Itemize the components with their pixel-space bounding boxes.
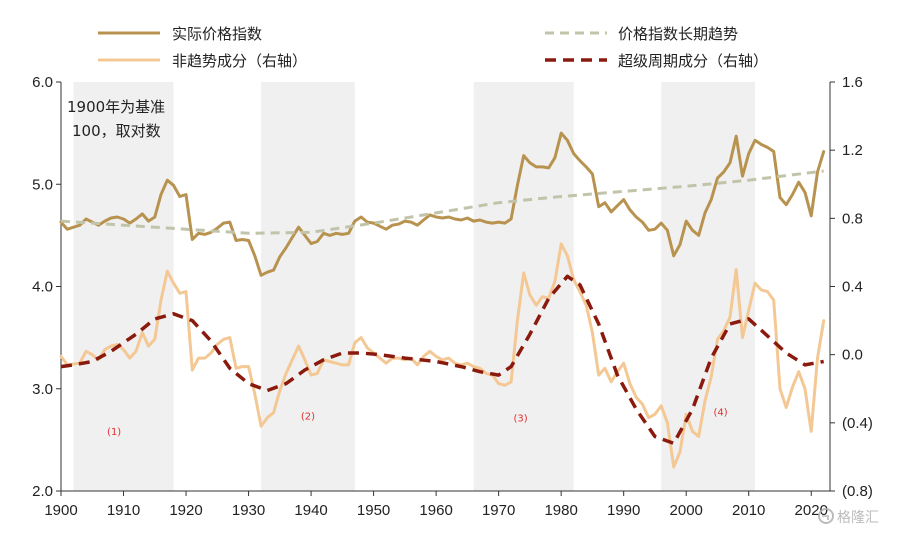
legend-label-nontrend: 非趋势成分（右轴）	[172, 52, 307, 70]
y-right-tick-label-0: 1.6	[842, 74, 863, 91]
x-tick-label-7: 1970	[482, 502, 515, 519]
series-line-supercycle	[60, 274, 825, 446]
watermark-text: 格隆汇	[837, 510, 879, 526]
y-left-tick-label-2: 4.0	[32, 279, 53, 296]
y-right-tick-label-3: 0.4	[842, 279, 863, 296]
cycle-label-3: (3)	[513, 413, 527, 424]
x-tick-label-1: 1910	[107, 502, 140, 519]
x-tick-label-0: 1900	[44, 502, 77, 519]
y-right-tick-label-2: 0.8	[842, 210, 863, 227]
cycle-label-2: (2)	[301, 411, 315, 422]
x-tick-label-8: 1980	[544, 502, 577, 519]
legend: 实际价格指数 价格指数长期趋势 非趋势成分（右轴） 超级周期成分（右轴）	[98, 25, 768, 70]
shaded-period-4	[661, 82, 755, 491]
annotation-line-2: 100，取对数	[72, 122, 161, 140]
y-left-tick-label-1: 5.0	[32, 176, 53, 193]
x-tick-label-2: 1920	[169, 502, 202, 519]
x-tick-label-5: 1950	[357, 502, 390, 519]
shaded-period-1	[73, 82, 174, 491]
axes: 6.0 5.0 4.0 3.0 2.0 1.6 1.2 0.8 0.4 0.0 (0.4) (0.8)…	[32, 74, 873, 519]
legend-label-actual: 实际价格指数	[172, 25, 262, 43]
shaded-period-2	[261, 82, 355, 491]
watermark-logo-icon	[818, 508, 834, 524]
watermark: 格隆汇	[818, 508, 879, 526]
series-line-trend	[60, 169, 824, 235]
series-line-nontrend	[59, 242, 826, 469]
y-right-tick-label-6: (0.8)	[842, 483, 873, 500]
annotation-line-1: 1900年为基准	[67, 98, 165, 116]
y-left-tick-label-4: 2.0	[32, 483, 53, 500]
y-left-tick-label-0: 6.0	[32, 74, 53, 91]
x-tick-label-11: 2010	[732, 502, 765, 519]
x-tick-label-3: 1930	[232, 502, 265, 519]
y-right-tick-label-5: (0.4)	[842, 415, 873, 432]
x-tick-label-10: 2000	[670, 502, 703, 519]
legend-label-supercycle: 超级周期成分（右轴）	[618, 52, 768, 70]
cycle-label-1: (1)	[107, 427, 121, 438]
y-right-tick-label-4: 0.0	[842, 347, 863, 364]
cycle-label-4: (4)	[714, 407, 728, 418]
shaded-periods: (1) (2) (3) (4)	[73, 82, 755, 491]
x-tick-label-9: 1990	[607, 502, 640, 519]
x-tick-label-4: 1940	[294, 502, 327, 519]
x-tick-label-6: 1960	[419, 502, 452, 519]
y-right-tick-label-1: 1.2	[842, 142, 863, 159]
watermark-logo-mark	[822, 515, 829, 520]
y-left-tick-label-3: 3.0	[32, 381, 53, 398]
base-annotation: 1900年为基准 100，取对数	[67, 98, 165, 140]
series-line-actual	[59, 131, 826, 277]
series-layer	[59, 131, 826, 469]
legend-label-trend: 价格指数长期趋势	[618, 25, 738, 43]
